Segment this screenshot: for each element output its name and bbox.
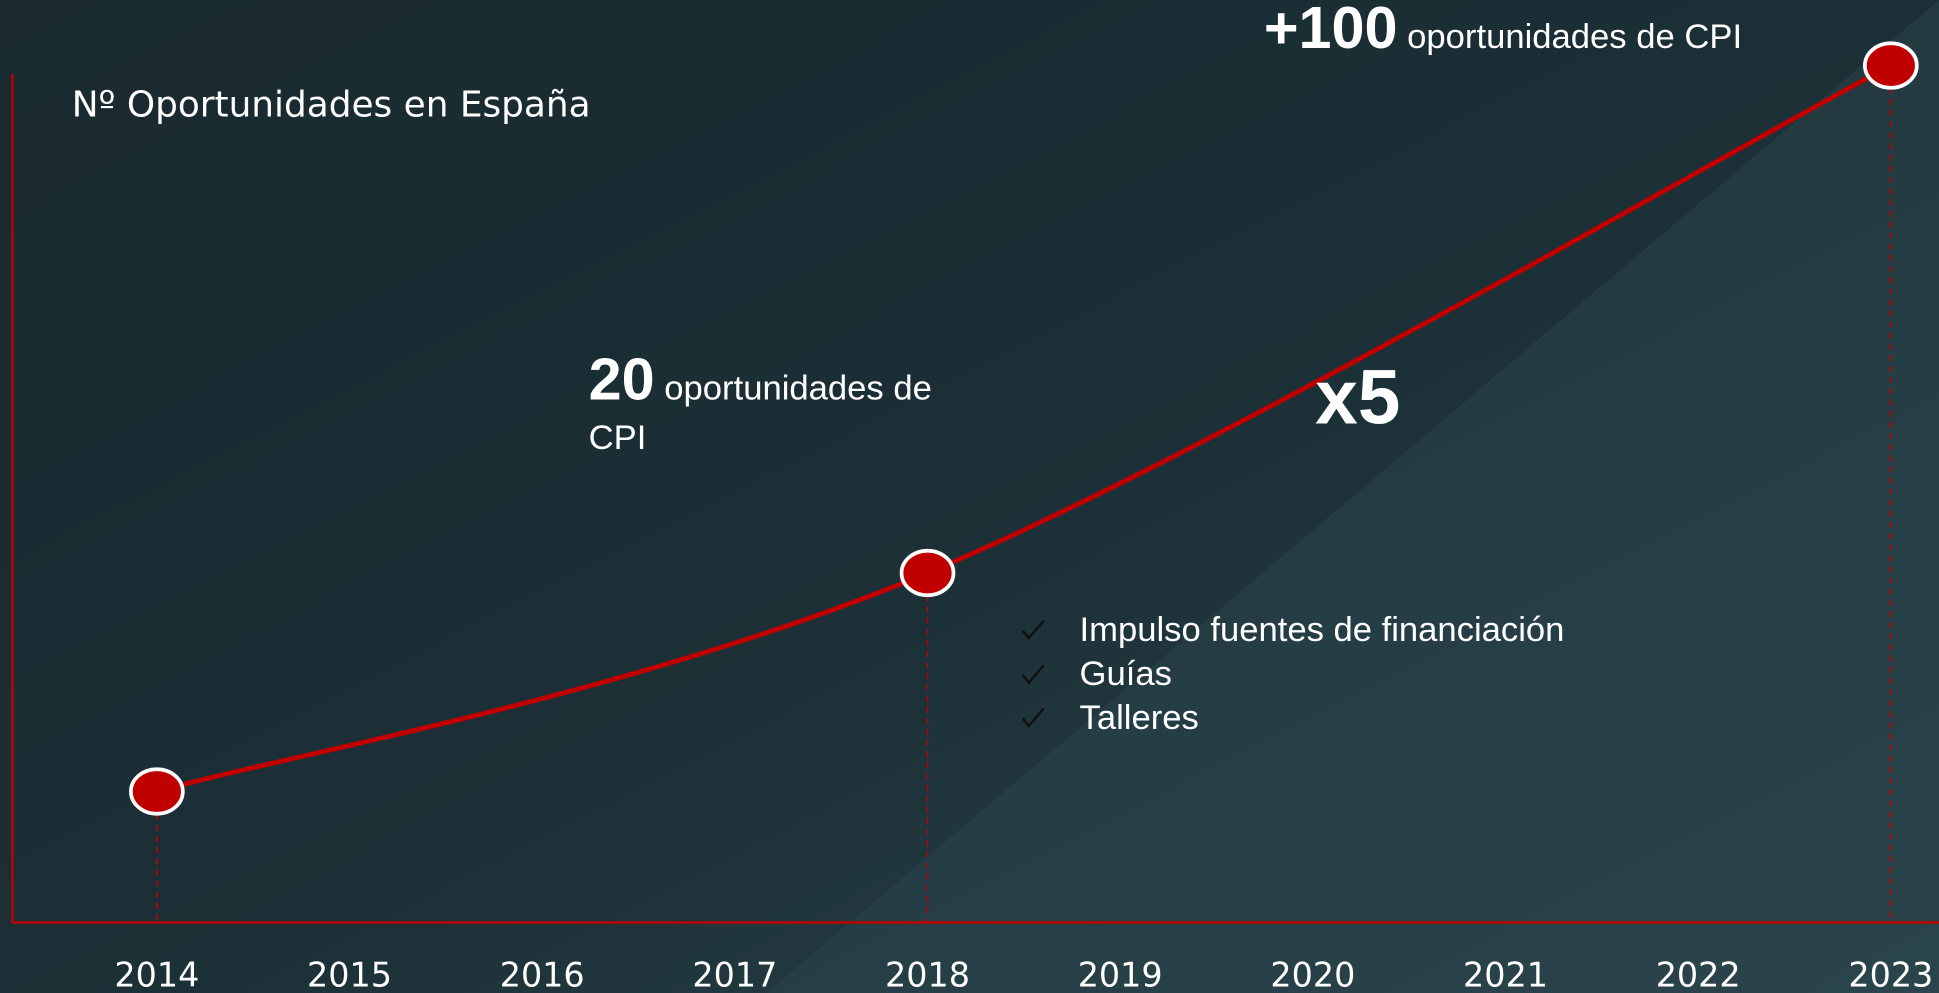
x-tick-label: 2022	[1656, 955, 1741, 993]
point-annotation: 20 oportunidades de CPI	[589, 356, 985, 492]
x-tick-label: 2019	[1078, 955, 1163, 993]
chart-title: Nº Oportunidades en España	[72, 84, 591, 125]
point-marker	[131, 769, 183, 814]
bullet-item: Impulso fuentes de financiación	[1080, 611, 1565, 649]
x-tick-label: 2017	[692, 955, 777, 993]
point-note: oportunidades de CPI	[1407, 17, 1742, 55]
x-tick-label: 2023	[1848, 955, 1933, 993]
annotation-text: 20 oportunidades de CPI	[589, 356, 985, 462]
value-label: 20	[589, 356, 655, 413]
growth-label: x5	[1315, 355, 1400, 440]
page: Nº Oportunidades en España 2014 2015 2016 2…	[0, 0, 1939, 993]
x-tick-label: 2021	[1463, 955, 1548, 993]
point-marker	[902, 551, 954, 596]
x-tick-label: 2016	[500, 955, 585, 993]
x-tick-label: 2018	[885, 955, 970, 993]
x-tick-label: 2014	[114, 955, 199, 993]
annotation-text: +100 oportunidades de CPI	[1264, 5, 1808, 62]
x-tick-label: 2015	[307, 955, 392, 993]
bullet-item: Guías	[1080, 655, 1172, 693]
point-marker	[1865, 43, 1917, 88]
chart: Nº Oportunidades en España 2014 2015 2016 2…	[0, 0, 1939, 993]
point-annotation: +100 oportunidades de CPI	[1264, 5, 1808, 141]
bullet-item: Talleres	[1080, 699, 1199, 737]
value-label: +100	[1264, 5, 1398, 62]
x-tick-label: 2020	[1270, 955, 1355, 993]
